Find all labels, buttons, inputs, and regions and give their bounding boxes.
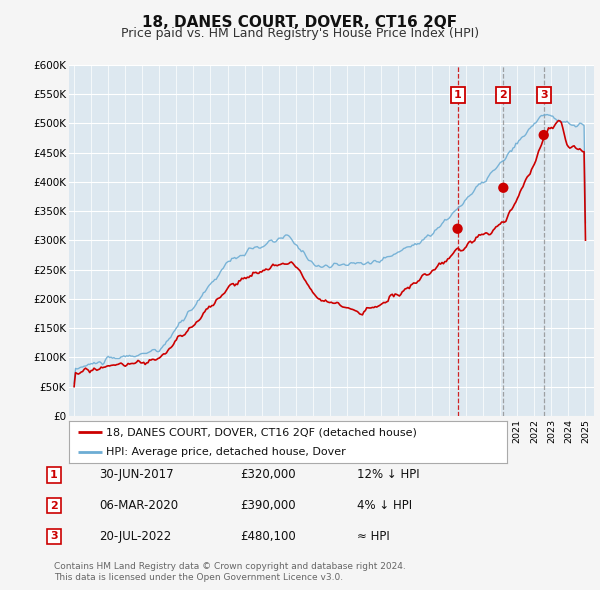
Text: 12% ↓ HPI: 12% ↓ HPI [357,468,419,481]
Text: £480,100: £480,100 [240,530,296,543]
Text: 18, DANES COURT, DOVER, CT16 2QF: 18, DANES COURT, DOVER, CT16 2QF [142,15,458,30]
Text: 18, DANES COURT, DOVER, CT16 2QF (detached house): 18, DANES COURT, DOVER, CT16 2QF (detach… [106,427,417,437]
Text: Contains HM Land Registry data © Crown copyright and database right 2024.
This d: Contains HM Land Registry data © Crown c… [54,562,406,582]
Point [453,224,463,234]
Text: 20-JUL-2022: 20-JUL-2022 [99,530,171,543]
Text: 06-MAR-2020: 06-MAR-2020 [99,499,178,512]
Text: ≈ HPI: ≈ HPI [357,530,390,543]
Text: £390,000: £390,000 [240,499,296,512]
Text: 30-JUN-2017: 30-JUN-2017 [99,468,173,481]
Text: 2: 2 [50,501,58,510]
Text: 4% ↓ HPI: 4% ↓ HPI [357,499,412,512]
Text: 3: 3 [540,90,548,100]
Text: Price paid vs. HM Land Registry's House Price Index (HPI): Price paid vs. HM Land Registry's House … [121,27,479,40]
Point [539,130,548,140]
Point [499,183,508,192]
Text: 1: 1 [50,470,58,480]
Text: £320,000: £320,000 [240,468,296,481]
Text: 1: 1 [454,90,461,100]
Text: 3: 3 [50,532,58,541]
Text: 2: 2 [499,90,507,100]
Text: HPI: Average price, detached house, Dover: HPI: Average price, detached house, Dove… [106,447,346,457]
